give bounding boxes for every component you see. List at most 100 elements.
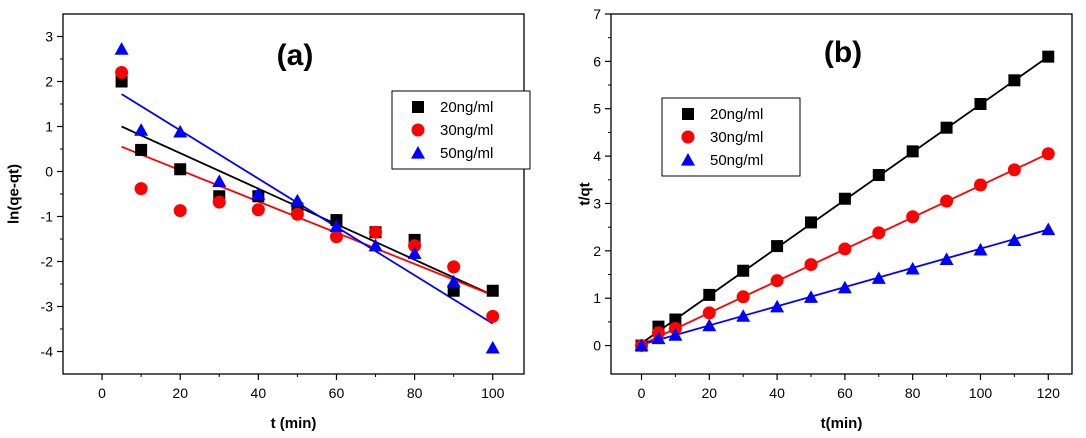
panel-label: (b) xyxy=(824,36,862,69)
data-point-1-5 xyxy=(770,274,784,288)
y-tick-label: -3 xyxy=(41,299,54,315)
data-point-2-10 xyxy=(485,340,500,354)
legend-marker-2 xyxy=(411,146,425,159)
legend: 20ng/ml 30ng/ml 50ng/ml xyxy=(661,97,801,177)
data-point-1-4 xyxy=(251,203,265,217)
x-tick-label: 80 xyxy=(905,385,921,401)
y-tick-label: 6 xyxy=(593,53,601,69)
y-tick-label: 0 xyxy=(45,164,53,180)
data-point-0-10 xyxy=(940,121,953,134)
x-tick-label: 60 xyxy=(329,385,345,401)
data-point-0-2 xyxy=(669,313,682,326)
data-point-2-10 xyxy=(939,252,954,265)
legend-label-0: 20ng/ml xyxy=(440,99,493,116)
x-axis-title: t(min) xyxy=(821,415,863,432)
data-point-2-0 xyxy=(114,42,129,55)
data-point-1-1 xyxy=(134,182,148,196)
data-point-1-7 xyxy=(369,225,383,239)
x-tick-label: 120 xyxy=(1037,385,1061,401)
data-point-1-7 xyxy=(838,242,852,256)
data-point-0-12 xyxy=(1008,74,1021,87)
x-tick-label: 0 xyxy=(638,385,646,401)
panel-b: 0 20 40 60 80 100 120 0 1 2 3 4 5 6 7 t(min) t/qt (b) 20ng… xyxy=(577,6,1073,432)
x-tick-label: 40 xyxy=(769,385,785,401)
data-point-0-2 xyxy=(174,163,187,176)
y-tick-label: -4 xyxy=(41,344,54,360)
data-point-2-4 xyxy=(736,309,751,322)
legend-label-2: 50ng/ml xyxy=(710,152,763,169)
series-2-points xyxy=(634,222,1056,352)
data-point-1-3 xyxy=(212,195,226,209)
data-point-2-11 xyxy=(973,242,988,256)
data-point-1-0 xyxy=(115,66,129,79)
x-tick-label: 20 xyxy=(172,385,188,401)
legend-label-2: 50ng/ml xyxy=(440,145,493,162)
x-tick-label: 0 xyxy=(98,385,106,401)
x-tick-label: 100 xyxy=(481,385,505,401)
legend: 20ng/ml 30ng/ml 50ng/ml xyxy=(391,90,531,170)
y-tick-label: 4 xyxy=(593,148,601,164)
data-point-2-0 xyxy=(634,338,649,352)
x-tick-label: 80 xyxy=(407,385,423,401)
series-0-points xyxy=(635,50,1055,352)
data-point-2-7 xyxy=(368,238,383,252)
data-point-1-9 xyxy=(906,210,920,224)
legend-marker-0 xyxy=(412,101,424,113)
y-axis-title: t/qt xyxy=(577,182,594,205)
data-point-2-8 xyxy=(407,246,422,259)
y-tick-label: 3 xyxy=(593,195,601,211)
data-point-0-9 xyxy=(906,145,919,158)
data-point-2-2 xyxy=(668,328,683,341)
data-point-0-4 xyxy=(737,264,750,277)
data-point-2-13 xyxy=(1041,222,1056,236)
panel-label: (a) xyxy=(277,39,314,72)
legend-marker-2 xyxy=(681,153,695,166)
data-point-2-3 xyxy=(702,318,717,332)
y-tick-label: 7 xyxy=(593,6,601,22)
data-point-0-9 xyxy=(447,284,460,297)
data-point-0-10 xyxy=(486,284,499,297)
data-point-0-6 xyxy=(804,216,817,229)
data-point-2-6 xyxy=(803,290,818,303)
data-point-2-1 xyxy=(134,123,149,136)
data-point-2-3 xyxy=(212,174,227,187)
x-axis-title: t (min) xyxy=(271,415,317,432)
data-point-1-10 xyxy=(940,194,954,208)
x-tick-label: 100 xyxy=(969,385,993,401)
data-point-2-9 xyxy=(905,261,920,275)
data-point-1-11 xyxy=(973,178,987,192)
data-point-1-8 xyxy=(872,226,886,240)
series-1-points xyxy=(635,147,1055,353)
data-point-0-0 xyxy=(115,75,128,88)
y-tick-label: 5 xyxy=(593,101,601,117)
x-tick-label: 60 xyxy=(837,385,853,401)
data-point-0-7 xyxy=(838,192,851,205)
x-tick-label: 40 xyxy=(251,385,267,401)
data-point-2-5 xyxy=(290,193,305,207)
fit-line-0 xyxy=(121,125,494,297)
data-point-0-1 xyxy=(135,143,148,156)
data-point-1-6 xyxy=(804,258,818,272)
data-point-0-3 xyxy=(703,288,716,301)
data-point-0-13 xyxy=(1042,50,1055,63)
data-point-1-5 xyxy=(290,207,304,221)
y-tick-label: 2 xyxy=(45,74,53,90)
data-point-0-8 xyxy=(872,169,885,182)
data-point-1-9 xyxy=(447,260,461,274)
data-point-2-5 xyxy=(770,299,785,313)
data-point-1-10 xyxy=(486,309,500,323)
data-point-1-13 xyxy=(1041,147,1055,161)
data-point-1-3 xyxy=(702,306,716,320)
y-tick-label: 2 xyxy=(593,243,601,259)
data-point-2-9 xyxy=(446,274,461,288)
y-axis-title: ln(qe-qt) xyxy=(6,164,23,224)
data-point-1-4 xyxy=(736,290,750,304)
data-point-1-2 xyxy=(173,204,187,218)
panel-a: 0 20 40 60 80 100 -4 -3 -2 -1 0 1 2 3 t (min) ln(qe-qt)… xyxy=(6,13,531,432)
data-point-2-7 xyxy=(837,280,852,294)
data-point-1-8 xyxy=(408,239,422,253)
data-point-2-4 xyxy=(251,187,266,200)
y-tick-label: 3 xyxy=(45,29,53,45)
y-tick-label: -2 xyxy=(41,254,54,270)
